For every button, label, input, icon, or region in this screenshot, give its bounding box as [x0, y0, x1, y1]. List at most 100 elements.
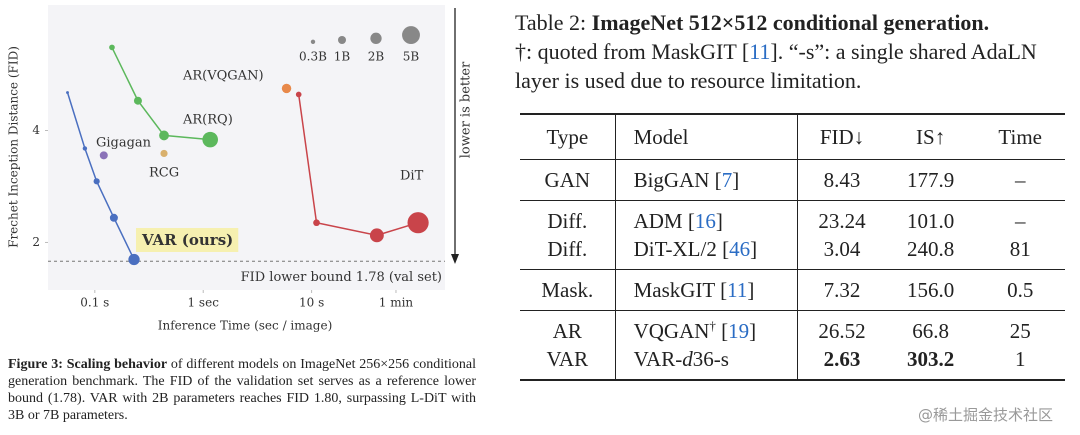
- reference: 16: [694, 209, 716, 233]
- table-cell: 66.8: [886, 311, 976, 346]
- caption-bold: Scaling behavior: [66, 357, 168, 372]
- table-group: GAN BigGAN [7] 8.43 177.9 –: [520, 159, 1065, 201]
- text: IS↑: [916, 125, 946, 149]
- y-axis-label: Frechet Inception Distance (FID): [7, 46, 21, 248]
- text: Table 2:: [515, 10, 592, 35]
- text: Time: [998, 125, 1042, 149]
- text: 66.8: [912, 319, 949, 343]
- table: Type Model FID↓ IS↑ Time GAN BigGAN [7] 8.43 177…: [520, 113, 1065, 381]
- text: 25: [1009, 319, 1031, 343]
- reference: 46: [729, 237, 751, 261]
- text: MaskGIT [: [633, 278, 728, 302]
- bubble: [133, 96, 142, 105]
- table-cell: 177.9: [886, 160, 976, 201]
- table-cell: MaskGIT [11]: [615, 269, 799, 311]
- table-group: Diff. ADM [16] 23.24 101.0 – Diff. DiT-XL/2 [4…: [520, 200, 1065, 270]
- text: ]: [732, 168, 740, 192]
- table-row: VAR VAR-d36-s 2.63 303.2 1: [520, 345, 1065, 380]
- table-cell: ADM [16]: [615, 200, 799, 235]
- text: 177.9: [906, 168, 955, 192]
- table-cell: 156.0: [886, 270, 976, 311]
- series-label: VAR (ours): [141, 231, 233, 249]
- reference: 19: [728, 319, 750, 343]
- reference: 11: [749, 39, 771, 64]
- table-group: AR VQGAN† [19] 26.52 66.8 25 VAR VAR-d36-s 2.63…: [520, 310, 1065, 380]
- text: ]. “-s”: a single shared AdaLN layer is …: [515, 39, 1037, 93]
- table-cell: 101.0: [886, 201, 976, 236]
- chart: Inference Time (sec / image) Frechet Inc…: [7, 5, 474, 333]
- caption-text: of different models on ImageNet 256×256 …: [8, 357, 477, 423]
- x-tick-label: 0.1 s: [80, 296, 109, 310]
- table-cell: AR: [520, 310, 616, 345]
- table-cell: 0.5: [975, 270, 1065, 311]
- x-axis-label: Inference Time (sec / image): [158, 319, 333, 333]
- bubble: [99, 151, 108, 160]
- text: 1: [1014, 347, 1026, 371]
- table-cell: 81: [975, 235, 1065, 270]
- text: 36-s: [692, 347, 729, 371]
- size-legend-marker: [338, 36, 346, 44]
- text: ]: [750, 237, 758, 261]
- series-line: [297, 94, 419, 237]
- bubble: [109, 44, 115, 51]
- size-legend-marker: [310, 39, 316, 44]
- bubble: [82, 146, 88, 151]
- table-cell: 8.43: [798, 160, 886, 201]
- bubble: [128, 253, 140, 266]
- text: ImageNet 512×512 conditional generation.: [591, 10, 990, 35]
- text: †: quoted from MaskGIT [: [515, 39, 750, 64]
- text: –: [1014, 209, 1026, 233]
- text: 156.0: [906, 278, 955, 302]
- text: 2.63: [823, 347, 861, 371]
- bubble: [295, 91, 302, 98]
- arrow-head: [451, 254, 459, 264]
- table-cell: 3.04: [798, 235, 886, 270]
- table-cell: DiT-XL/2 [46]: [615, 235, 799, 270]
- x-tick-label: 1 sec: [187, 296, 219, 310]
- table-cell: Time: [975, 114, 1065, 160]
- text: ]: [747, 278, 755, 302]
- lower-bound-label: FID lower bound 1.78 (val set): [241, 270, 442, 285]
- text: VAR-: [633, 347, 683, 371]
- bubble: [202, 131, 218, 148]
- table-row: AR VQGAN† [19] 26.52 66.8 25: [520, 310, 1065, 346]
- table-cell: 303.2: [886, 345, 976, 380]
- bubble: [109, 213, 118, 222]
- text: 0.5: [1007, 278, 1034, 302]
- table-cell: Type: [520, 114, 616, 160]
- reference: 11: [727, 278, 748, 302]
- size-legend-marker: [370, 32, 382, 45]
- figure-caption: Figure 3: Scaling behavior of different …: [8, 356, 476, 424]
- text: BigGAN [: [633, 168, 722, 192]
- size-legend-label: 5B: [403, 50, 420, 64]
- watermark: @稀土掘金技术社区: [918, 406, 1054, 424]
- annotation: lower is better: [459, 61, 474, 158]
- size-legend-label: 2B: [368, 50, 385, 64]
- series-label: Gigagan: [96, 136, 152, 151]
- text: 240.8: [906, 237, 955, 261]
- text: Mask.: [541, 278, 594, 302]
- bubble: [160, 149, 168, 158]
- text: d: [682, 347, 693, 371]
- table-cell: Mask.: [520, 269, 616, 311]
- table-cell: FID↓: [798, 114, 886, 160]
- text: 303.2: [906, 347, 955, 371]
- series-label: AR(VQGAN): [182, 69, 264, 84]
- table-cell: 1: [975, 345, 1065, 380]
- table-cell: BigGAN [7]: [615, 159, 799, 201]
- table-cell: 7.32: [798, 270, 886, 311]
- y-tick-label: 2: [32, 235, 40, 249]
- bubble: [159, 130, 169, 141]
- bubble: [281, 83, 292, 94]
- table-cell: 25: [975, 311, 1065, 346]
- bubble: [313, 219, 320, 227]
- series-label: RCG: [149, 166, 179, 181]
- text: 23.24: [818, 209, 866, 233]
- table-cell: VAR-d36-s: [615, 345, 799, 380]
- table-cell: Model: [615, 114, 799, 160]
- caption-label: Figure 3:: [8, 357, 63, 372]
- text: VAR: [546, 347, 589, 371]
- table-row: GAN BigGAN [7] 8.43 177.9 –: [520, 159, 1065, 201]
- series-label: DiT: [400, 169, 424, 184]
- text: †: [709, 318, 716, 333]
